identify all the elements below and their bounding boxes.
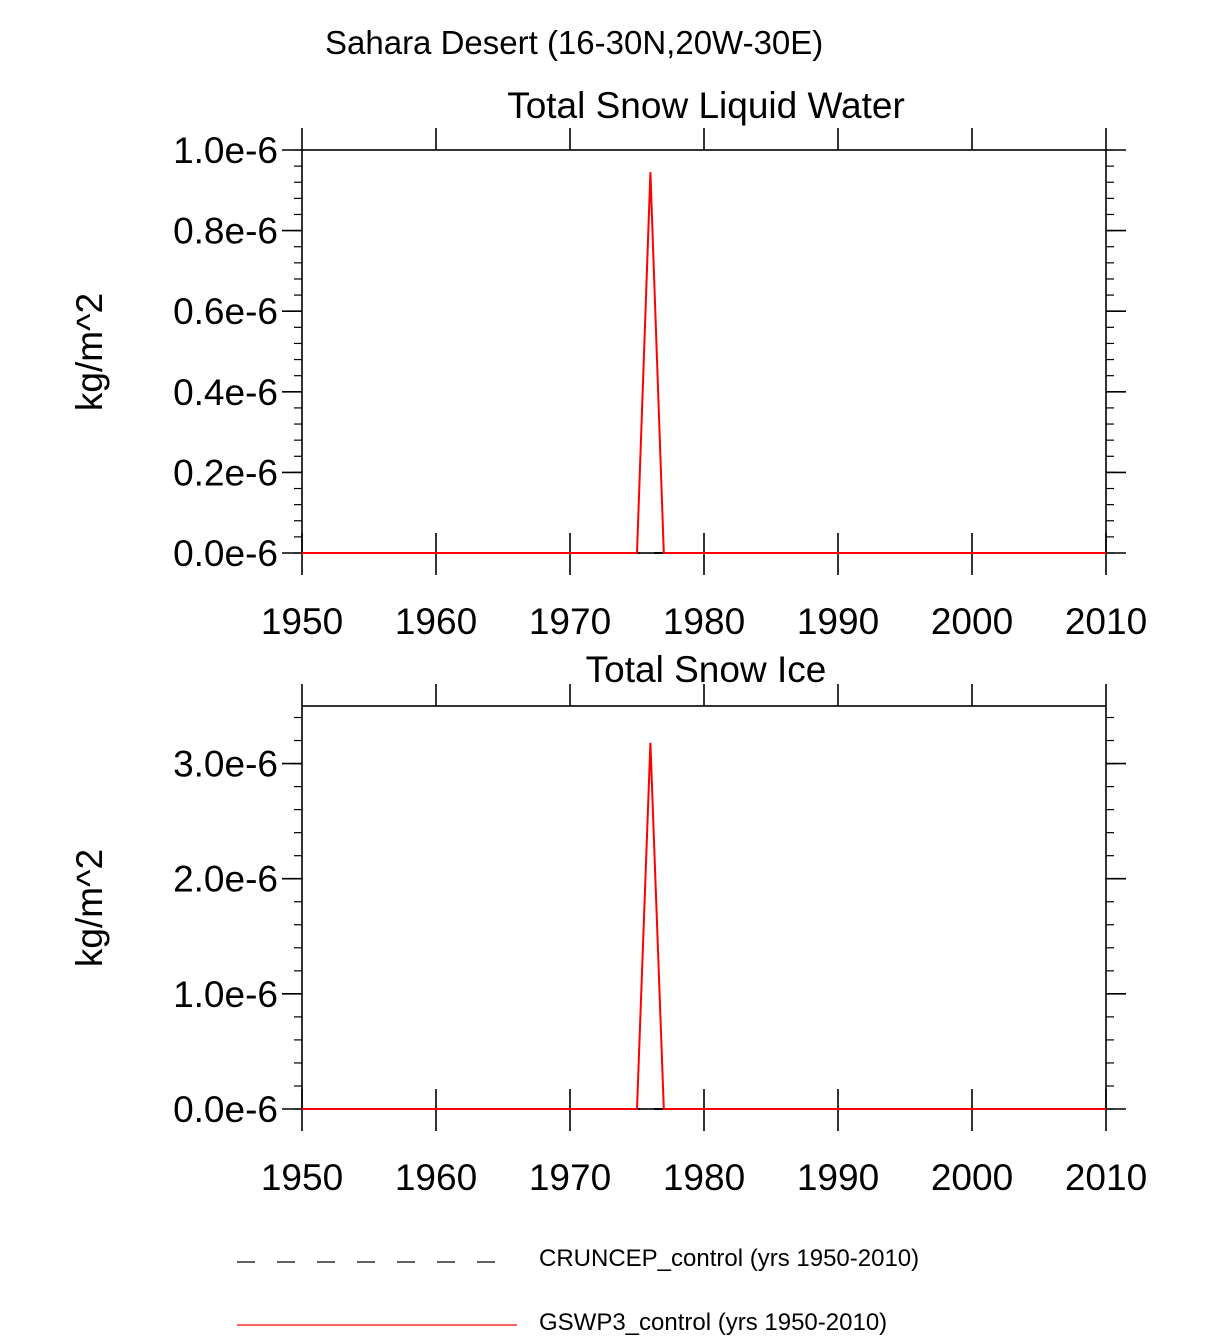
- y-tick-label-0-0: 0.0e-6: [173, 533, 278, 574]
- y-axis-label-0: kg/m^2: [69, 293, 110, 411]
- x-tick-label-1-6: 2010: [1065, 1157, 1147, 1198]
- x-tick-label-0-1: 1960: [395, 601, 477, 642]
- x-tick-label-0-4: 1990: [797, 601, 879, 642]
- y-tick-label-1-0: 0.0e-6: [173, 1089, 278, 1130]
- legend-label-cruncep: CRUNCEP_control (yrs 1950-2010): [539, 1245, 920, 1272]
- plot-frame-1: [301, 705, 1107, 1110]
- plot-frame-0: [301, 149, 1107, 554]
- x-tick-label-1-1: 1960: [395, 1157, 477, 1198]
- x-tick-label-1-0: 1950: [261, 1157, 343, 1198]
- x-tick-label-0-3: 1980: [663, 601, 745, 642]
- series-line-1-1: [302, 742, 1106, 1110]
- y-tick-label-0-5: 1.0e-6: [173, 130, 278, 171]
- y-tick-label-0-4: 0.8e-6: [173, 211, 278, 252]
- x-tick-label-1-5: 2000: [931, 1157, 1013, 1198]
- x-tick-label-0-0: 1950: [261, 601, 343, 642]
- x-tick-label-1-4: 1990: [797, 1157, 879, 1198]
- y-tick-label-0-2: 0.4e-6: [173, 372, 278, 413]
- x-tick-label-1-3: 1980: [663, 1157, 745, 1198]
- figure-title: Sahara Desert (16-30N,20W-30E): [325, 24, 824, 61]
- y-axis-label-1: kg/m^2: [69, 849, 110, 967]
- series-line-0-1: [302, 172, 1106, 554]
- x-tick-label-0-2: 1970: [529, 601, 611, 642]
- y-tick-label-1-2: 2.0e-6: [173, 859, 278, 900]
- y-tick-label-0-3: 0.6e-6: [173, 291, 278, 332]
- chart-title-1: Total Snow Ice: [586, 649, 827, 690]
- x-tick-label-0-6: 2010: [1065, 601, 1147, 642]
- chart-title-0: Total Snow Liquid Water: [507, 85, 905, 126]
- x-tick-label-0-5: 2000: [931, 601, 1013, 642]
- x-tick-label-1-2: 1970: [529, 1157, 611, 1198]
- y-tick-label-1-1: 1.0e-6: [173, 974, 278, 1015]
- y-tick-label-0-1: 0.2e-6: [173, 452, 278, 493]
- y-tick-label-1-3: 3.0e-6: [173, 744, 278, 785]
- legend-label-gswp3: GSWP3_control (yrs 1950-2010): [539, 1309, 888, 1336]
